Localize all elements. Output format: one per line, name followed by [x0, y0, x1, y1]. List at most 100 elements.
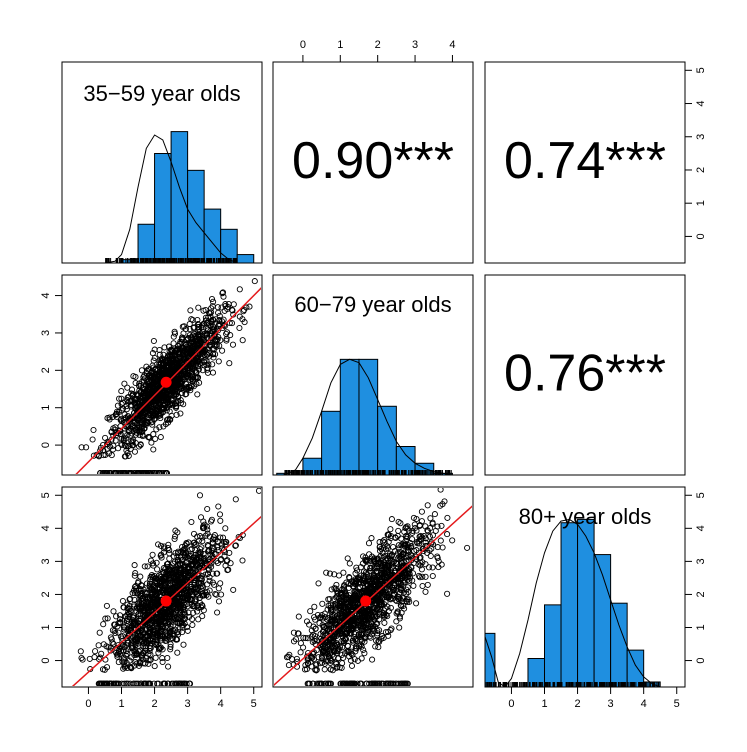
- data-point: [160, 656, 165, 661]
- data-point: [445, 532, 450, 537]
- data-point: [119, 389, 124, 394]
- y-tick-label: 4: [40, 525, 52, 531]
- data-point: [225, 330, 230, 335]
- x-tick-label: 0: [300, 39, 306, 51]
- y-tick-label: 3: [40, 558, 52, 564]
- data-point: [216, 586, 221, 591]
- data-point: [465, 545, 470, 550]
- data-point: [90, 437, 95, 442]
- y-tick-label: 4: [695, 100, 707, 106]
- histogram-bar: [171, 132, 188, 263]
- data-point: [450, 538, 455, 543]
- histogram-bar: [340, 359, 359, 475]
- histogram-1: [105, 132, 254, 263]
- data-point: [216, 359, 221, 364]
- data-point: [432, 511, 437, 516]
- data-point: [166, 664, 171, 669]
- y-tick-label: 4: [695, 525, 707, 531]
- data-point: [99, 651, 104, 656]
- histogram-bar: [221, 229, 238, 263]
- data-point: [230, 342, 235, 347]
- data-point: [195, 392, 200, 397]
- correlation-label: 0.90***: [292, 132, 454, 190]
- data-point: [158, 435, 163, 440]
- scatter-panel-3: [266, 487, 481, 693]
- data-point: [414, 601, 419, 606]
- data-point: [122, 381, 127, 386]
- y-tick-label: 2: [695, 591, 707, 597]
- data-point: [347, 561, 352, 566]
- data-point: [190, 622, 195, 627]
- x-tick-label: 2: [574, 698, 580, 710]
- data-point: [218, 581, 223, 586]
- histogram-3: [485, 519, 660, 687]
- data-point: [380, 539, 385, 544]
- data-point: [388, 527, 393, 532]
- y-tick-label: 0: [695, 657, 707, 663]
- x-tick-label: 4: [449, 39, 455, 51]
- y-tick-label: 0: [40, 442, 52, 448]
- data-point: [116, 660, 121, 665]
- data-point: [96, 643, 101, 648]
- correlation-label: 0.74***: [504, 132, 666, 190]
- variable-title-1: 35−59 year olds: [83, 81, 240, 106]
- variable-title-3: 80+ year olds: [519, 504, 652, 529]
- scatter-panel-2: [55, 488, 268, 702]
- y-tick-label: 3: [695, 558, 707, 564]
- data-point: [231, 587, 236, 592]
- fit-line: [55, 281, 268, 496]
- data-point: [139, 368, 144, 373]
- data-point: [312, 604, 317, 609]
- data-point: [394, 619, 399, 624]
- data-point: [237, 287, 242, 292]
- data-point: [410, 571, 415, 576]
- data-point: [316, 581, 321, 586]
- data-point: [78, 649, 83, 654]
- data-point: [301, 645, 306, 650]
- data-point: [220, 348, 225, 353]
- data-point: [412, 522, 417, 527]
- data-point: [80, 657, 85, 662]
- data-point: [252, 279, 257, 284]
- data-point: [198, 515, 203, 520]
- data-point: [210, 370, 215, 375]
- data-point: [101, 622, 106, 627]
- data-point: [196, 305, 201, 310]
- x-tick-label: 5: [674, 698, 680, 710]
- data-point: [396, 528, 401, 533]
- x-tick-label: 0: [508, 698, 514, 710]
- y-tick-label: 3: [695, 134, 707, 140]
- data-point: [425, 503, 430, 508]
- data-point: [240, 558, 245, 563]
- data-point: [138, 574, 143, 579]
- x-tick-label: 2: [375, 39, 381, 51]
- data-point: [218, 518, 223, 523]
- data-point: [445, 515, 450, 520]
- variable-title-2: 60−79 year olds: [294, 292, 451, 317]
- data-point: [445, 591, 450, 596]
- correlation-label: 0.76***: [504, 345, 666, 403]
- histogram-bar: [611, 603, 628, 687]
- y-tick-label: 5: [695, 492, 707, 498]
- data-point: [419, 509, 424, 514]
- x-tick-label: 1: [541, 698, 547, 710]
- data-point: [191, 531, 196, 536]
- histogram-bar: [561, 523, 578, 687]
- data-point: [345, 556, 350, 561]
- data-point: [167, 556, 172, 561]
- mean-point: [161, 596, 171, 606]
- data-point: [175, 650, 180, 655]
- data-point: [188, 308, 193, 313]
- data-point: [322, 667, 327, 672]
- data-point: [93, 649, 98, 654]
- y-tick-label: 0: [40, 657, 52, 663]
- data-point: [111, 609, 116, 614]
- y-tick-label: 1: [40, 405, 52, 411]
- histogram-bar: [378, 406, 397, 475]
- data-point: [389, 517, 394, 522]
- data-point: [216, 599, 221, 604]
- data-point: [132, 449, 137, 454]
- x-tick-label: 4: [218, 698, 224, 710]
